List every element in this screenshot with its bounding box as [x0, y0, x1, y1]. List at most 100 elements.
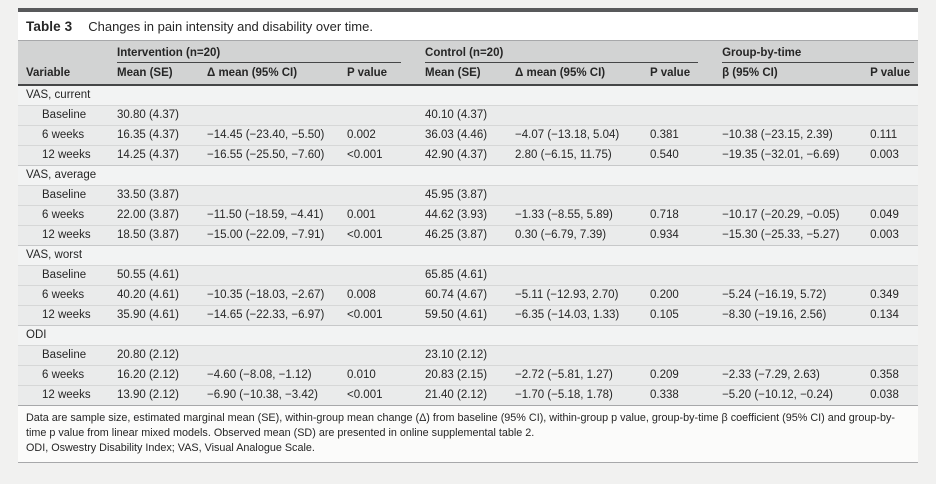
table-number: Table 3 [26, 19, 73, 34]
table-cell: 0.358 [866, 364, 919, 385]
page: Table 3 Changes in pain intensity and di… [18, 8, 919, 464]
table-cell: <0.001 [343, 304, 422, 325]
table-row: 12 weeks 18.50 (3.87) −15.00 (−22.09, −7.9… [18, 224, 919, 245]
column-header-control-p: P value [646, 63, 719, 86]
table-cell: −10.17 (−20.29, −0.05) [718, 204, 867, 225]
table-row: 6 weeks 40.20 (4.61) −10.35 (−18.03, −2.67… [18, 284, 919, 305]
section-label: VAS, worst [18, 244, 919, 265]
group-header-intervention: Intervention (n=20) [113, 40, 422, 63]
table-cell: 0.349 [866, 284, 919, 305]
column-header-row: Variable Mean (SE) Δ mean (95% CI) P val… [18, 63, 919, 86]
table-cell: 0.934 [646, 224, 719, 245]
table-cell: −10.38 (−23.15, 2.39) [718, 124, 867, 145]
row-label: Baseline [18, 184, 113, 205]
row-label: Baseline [18, 344, 113, 365]
table-cell [646, 104, 719, 125]
table-cell: 0.003 [866, 224, 919, 245]
column-header-intervention-mean: Mean (SE) [113, 63, 203, 86]
table-body: VAS, current Baseline 30.80 (4.37) 40.10 (4… [18, 85, 919, 405]
table-cell: 65.85 (4.61) [421, 264, 512, 285]
table-card: Table 3 Changes in pain intensity and di… [18, 8, 919, 464]
table-cell: −19.35 (−32.01, −6.69) [718, 144, 867, 165]
table-cell [646, 264, 719, 285]
table-cell: −15.00 (−22.09, −7.91) [203, 224, 343, 245]
table-cell: −14.65 (−22.33, −6.97) [203, 304, 343, 325]
table-cell: 0.338 [646, 384, 719, 405]
table-cell: 14.25 (4.37) [113, 144, 203, 165]
row-label: 6 weeks [18, 204, 113, 225]
table-cell: 40.10 (4.37) [421, 104, 512, 125]
table-cell: 20.83 (2.15) [421, 364, 512, 385]
table-cell [343, 184, 422, 205]
table-cell: 23.10 (2.12) [421, 344, 512, 365]
table-cell: −1.33 (−8.55, 5.89) [511, 204, 647, 225]
section-row: VAS, worst [18, 244, 919, 265]
table-cell [718, 264, 867, 285]
table-row: 12 weeks 13.90 (2.12) −6.90 (−10.38, −3.42… [18, 384, 919, 405]
table-cell: 0.718 [646, 204, 719, 225]
table-cell: −4.07 (−13.18, 5.04) [511, 124, 647, 145]
row-label: 12 weeks [18, 144, 113, 165]
table-cell: −16.55 (−25.50, −7.60) [203, 144, 343, 165]
table-cell [646, 184, 719, 205]
table-cell [203, 104, 343, 125]
table-cell [718, 184, 867, 205]
table-cell [511, 184, 647, 205]
table-cell: −14.45 (−23.40, −5.50) [203, 124, 343, 145]
table-row: Baseline 50.55 (4.61) 65.85 (4.61) [18, 264, 919, 285]
table-cell: 0.038 [866, 384, 919, 405]
table-cell: −1.70 (−5.18, 1.78) [511, 384, 647, 405]
column-header-control-mean: Mean (SE) [421, 63, 512, 86]
table-cell: 13.90 (2.12) [113, 384, 203, 405]
section-row: VAS, current [18, 85, 919, 105]
row-label: 12 weeks [18, 304, 113, 325]
table-header: Intervention (n=20) Control (n=20) Group… [18, 40, 919, 86]
table-cell [203, 264, 343, 285]
section-label: VAS, current [18, 85, 919, 105]
column-header-beta: β (95% CI) [718, 63, 867, 86]
table-caption: Changes in pain intensity and disability… [88, 19, 373, 34]
table-cell: 0.209 [646, 364, 719, 385]
section-label: ODI [18, 324, 919, 345]
table-cell: −4.60 (−8.08, −1.12) [203, 364, 343, 385]
table-cell: 0.003 [866, 144, 919, 165]
table-cell [866, 104, 919, 125]
table-cell: 2.80 (−6.15, 11.75) [511, 144, 647, 165]
column-header-group-p: P value [866, 63, 919, 86]
table-cell [343, 264, 422, 285]
table-cell: 33.50 (3.87) [113, 184, 203, 205]
section-row: VAS, average [18, 164, 919, 185]
table-cell: 16.35 (4.37) [113, 124, 203, 145]
table-cell: −6.35 (−14.03, 1.33) [511, 304, 647, 325]
table-cell: −5.11 (−12.93, 2.70) [511, 284, 647, 305]
table-cell: 45.95 (3.87) [421, 184, 512, 205]
table-cell: −10.35 (−18.03, −2.67) [203, 284, 343, 305]
table-cell [511, 104, 647, 125]
row-label: 6 weeks [18, 124, 113, 145]
table-cell: −6.90 (−10.38, −3.42) [203, 384, 343, 405]
table-cell: 0.111 [866, 124, 919, 145]
table-cell: 0.001 [343, 204, 422, 225]
group-header-row: Intervention (n=20) Control (n=20) Group… [18, 40, 919, 63]
table-cell: <0.001 [343, 224, 422, 245]
table-cell [646, 344, 719, 365]
group-header-spacer [18, 40, 113, 63]
table-row: Baseline 20.80 (2.12) 23.10 (2.12) [18, 344, 919, 365]
table-cell: −2.72 (−5.81, 1.27) [511, 364, 647, 385]
table-cell: 30.80 (4.37) [113, 104, 203, 125]
table-cell: 16.20 (2.12) [113, 364, 203, 385]
row-label: Baseline [18, 104, 113, 125]
table-cell: 0.540 [646, 144, 719, 165]
table-cell: −11.50 (−18.59, −4.41) [203, 204, 343, 225]
table-cell: 50.55 (4.61) [113, 264, 203, 285]
table-cell: <0.001 [343, 384, 422, 405]
table-cell: 0.008 [343, 284, 422, 305]
table-footnote: Data are sample size, estimated marginal… [18, 405, 918, 464]
column-header-variable: Variable [18, 63, 113, 86]
table-row: 12 weeks 14.25 (4.37) −16.55 (−25.50, −7.6… [18, 144, 919, 165]
table-cell [343, 344, 422, 365]
footnote-methods: Data are sample size, estimated marginal… [26, 412, 895, 440]
results-table: Intervention (n=20) Control (n=20) Group… [18, 40, 919, 405]
row-label: 6 weeks [18, 284, 113, 305]
row-label: 6 weeks [18, 364, 113, 385]
